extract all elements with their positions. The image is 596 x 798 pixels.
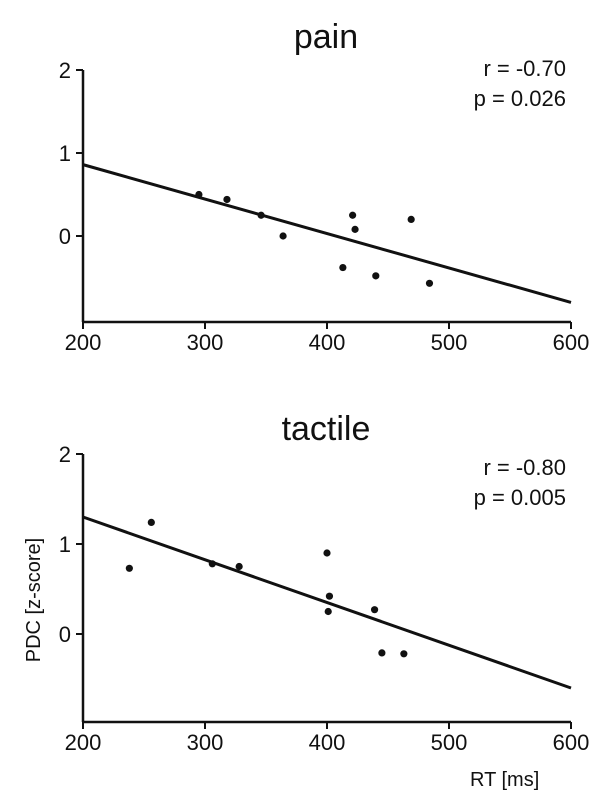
data-point: [208, 560, 216, 568]
data-point: [378, 649, 386, 657]
regression-line: [82, 163, 572, 304]
x-tick-label: 600: [553, 730, 590, 755]
data-point: [372, 272, 380, 280]
y-tick-label: 0: [59, 224, 71, 249]
x-tick-label: 500: [431, 330, 468, 355]
chart-title: pain: [294, 18, 358, 56]
y-ticks: 0 1 2: [59, 58, 83, 249]
y-axis-label: PDC [z-score]: [23, 538, 45, 662]
pain-panel: pain r = -0.70 p = 0.026 200 300 400 500 600…: [59, 18, 590, 355]
fit-line: [82, 515, 572, 690]
x-ticks: 200 300 400 500 600: [65, 322, 590, 355]
data-point: [324, 607, 332, 616]
tactile-panel: tactile r = -0.80 p = 0.005 PDC [z-score…: [23, 410, 589, 791]
y-tick-label: 0: [59, 622, 71, 647]
data-points: [125, 518, 408, 658]
y-tick-label: 2: [59, 58, 71, 83]
data-point: [279, 232, 287, 240]
x-axis-label: RT [ms]: [470, 769, 539, 791]
p-value: p = 0.026: [474, 86, 566, 111]
chart-title: tactile: [282, 410, 371, 448]
y-tick-label: 1: [59, 532, 71, 557]
data-point: [257, 211, 265, 219]
data-point: [223, 195, 231, 204]
x-tick-label: 200: [65, 330, 102, 355]
data-point: [325, 592, 334, 600]
y-tick-label: 1: [59, 141, 71, 166]
x-tick-label: 200: [65, 730, 102, 755]
x-ticks: 200 300 400 500 600: [65, 722, 590, 755]
data-point: [235, 562, 243, 571]
x-tick-label: 300: [187, 330, 224, 355]
data-point: [339, 263, 347, 272]
data-point: [370, 606, 379, 614]
data-points: [195, 190, 434, 287]
data-point: [323, 549, 331, 557]
p-value: p = 0.005: [474, 485, 566, 510]
y-ticks: 0 1 2: [59, 442, 83, 647]
data-point: [195, 190, 203, 199]
y-tick-label: 2: [59, 442, 71, 467]
r-value: r = -0.80: [483, 455, 566, 480]
data-point: [351, 225, 359, 233]
data-point: [407, 215, 415, 223]
data-point: [425, 279, 434, 287]
x-tick-label: 600: [553, 330, 590, 355]
regression-line: [82, 515, 572, 690]
data-point: [125, 564, 133, 572]
x-tick-label: 300: [187, 730, 224, 755]
fit-line: [82, 163, 572, 304]
data-point: [147, 518, 155, 527]
data-point: [400, 650, 408, 658]
x-tick-label: 400: [309, 330, 346, 355]
r-value: r = -0.70: [483, 56, 566, 81]
x-tick-label: 400: [309, 730, 346, 755]
x-tick-label: 500: [431, 730, 468, 755]
data-point: [349, 211, 357, 219]
